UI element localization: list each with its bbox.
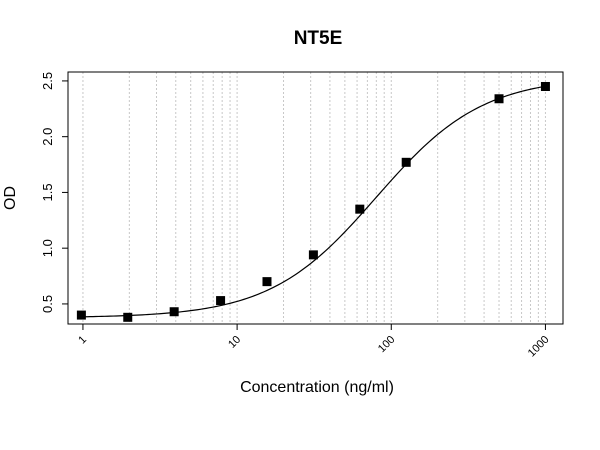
x-axis-label: Concentration (ng/ml) <box>240 379 394 396</box>
y-tick-label: 2.0 <box>40 128 55 146</box>
y-tick-label: 0.5 <box>40 295 55 313</box>
x-tick-label: 10 <box>226 334 243 351</box>
fit-curve <box>81 85 546 318</box>
data-point <box>262 277 272 287</box>
x-tick-label: 100 <box>376 334 397 355</box>
y-tick-label: 1.5 <box>40 183 55 201</box>
x-tick-label: 1000 <box>526 334 552 360</box>
data-point <box>169 307 179 317</box>
data-point <box>308 250 318 260</box>
data-point <box>494 94 504 104</box>
data-points <box>76 81 550 322</box>
y-axis-label: OD <box>2 186 19 210</box>
chart-title: NT5E <box>294 28 343 49</box>
data-point <box>355 204 365 214</box>
data-point <box>123 312 133 322</box>
y-tick-label: 1.0 <box>40 239 55 257</box>
data-point <box>216 296 226 306</box>
grid <box>82 72 546 324</box>
plot-area-frame <box>67 71 564 325</box>
data-point <box>76 310 86 320</box>
data-point <box>540 81 550 91</box>
data-point <box>401 157 411 167</box>
x-tick-label: 1 <box>76 334 89 347</box>
y-tick-label: 2.5 <box>40 72 55 90</box>
